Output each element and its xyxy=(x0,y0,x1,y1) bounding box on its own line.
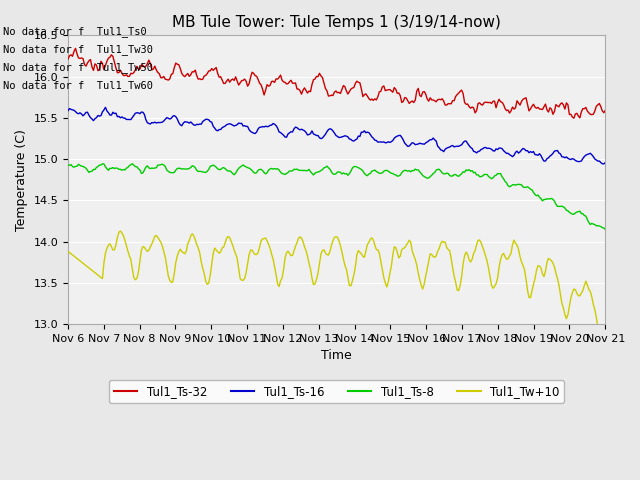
Title: MB Tule Tower: Tule Temps 1 (3/19/14-now): MB Tule Tower: Tule Temps 1 (3/19/14-now… xyxy=(172,15,501,30)
Text: No data for f  Tul1_Ts0: No data for f Tul1_Ts0 xyxy=(3,25,147,36)
Text: No data for f  Tul1_Tw30: No data for f Tul1_Tw30 xyxy=(3,44,153,55)
Text: No data for f  Tul1_Tw50: No data for f Tul1_Tw50 xyxy=(3,62,153,73)
Y-axis label: Temperature (C): Temperature (C) xyxy=(15,129,28,230)
Text: No data for f  Tul1_Tw60: No data for f Tul1_Tw60 xyxy=(3,80,153,91)
Legend: Tul1_Ts-32, Tul1_Ts-16, Tul1_Ts-8, Tul1_Tw+10: Tul1_Ts-32, Tul1_Ts-16, Tul1_Ts-8, Tul1_… xyxy=(109,380,564,403)
X-axis label: Time: Time xyxy=(321,349,352,362)
